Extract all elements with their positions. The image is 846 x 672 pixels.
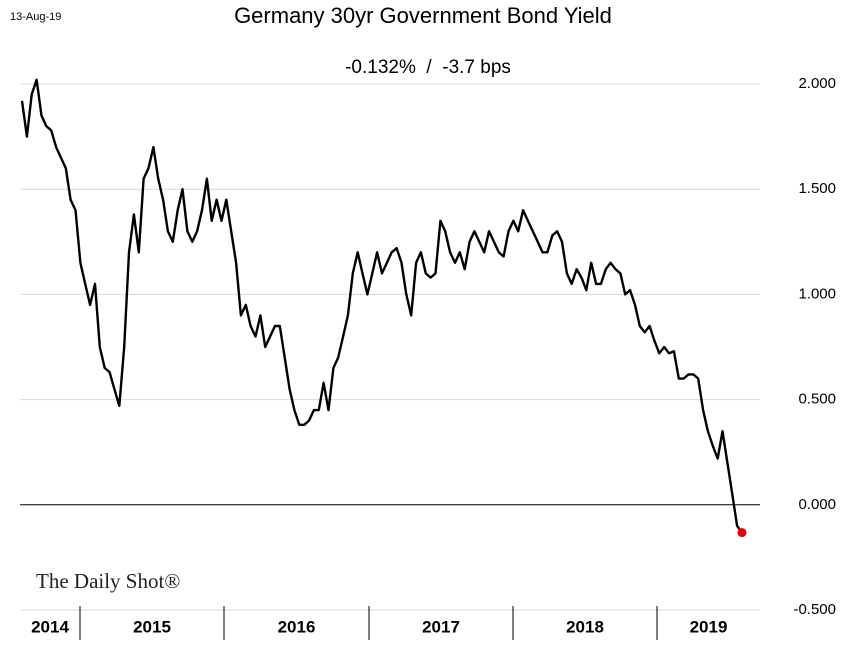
y-tick-label: 1.500 bbox=[798, 180, 836, 197]
subtitle: -0.132% / -3.7 bps bbox=[345, 57, 511, 78]
series-line bbox=[20, 78, 743, 534]
x-tick-label: 2014 bbox=[31, 617, 69, 636]
y-tick-label: 0.000 bbox=[798, 496, 836, 513]
y-tick-label: 2.000 bbox=[798, 75, 836, 92]
watermark: The Daily Shot® bbox=[36, 569, 180, 593]
x-tick-label: 2016 bbox=[278, 617, 316, 636]
subtitle-box bbox=[318, 50, 538, 86]
y-tick-label: 0.500 bbox=[798, 391, 836, 408]
x-tick-label: 2018 bbox=[566, 617, 604, 636]
x-tick-label: 2017 bbox=[422, 617, 460, 636]
y-tick-label: 1.000 bbox=[798, 285, 836, 302]
chart-title: Germany 30yr Government Bond Yield bbox=[234, 3, 612, 28]
last-point bbox=[737, 528, 747, 538]
date-label: 13-Aug-19 bbox=[10, 11, 61, 23]
x-tick-label: 2019 bbox=[690, 617, 728, 636]
x-tick-label: 2015 bbox=[133, 617, 171, 636]
y-tick-label: -0.500 bbox=[793, 601, 836, 618]
